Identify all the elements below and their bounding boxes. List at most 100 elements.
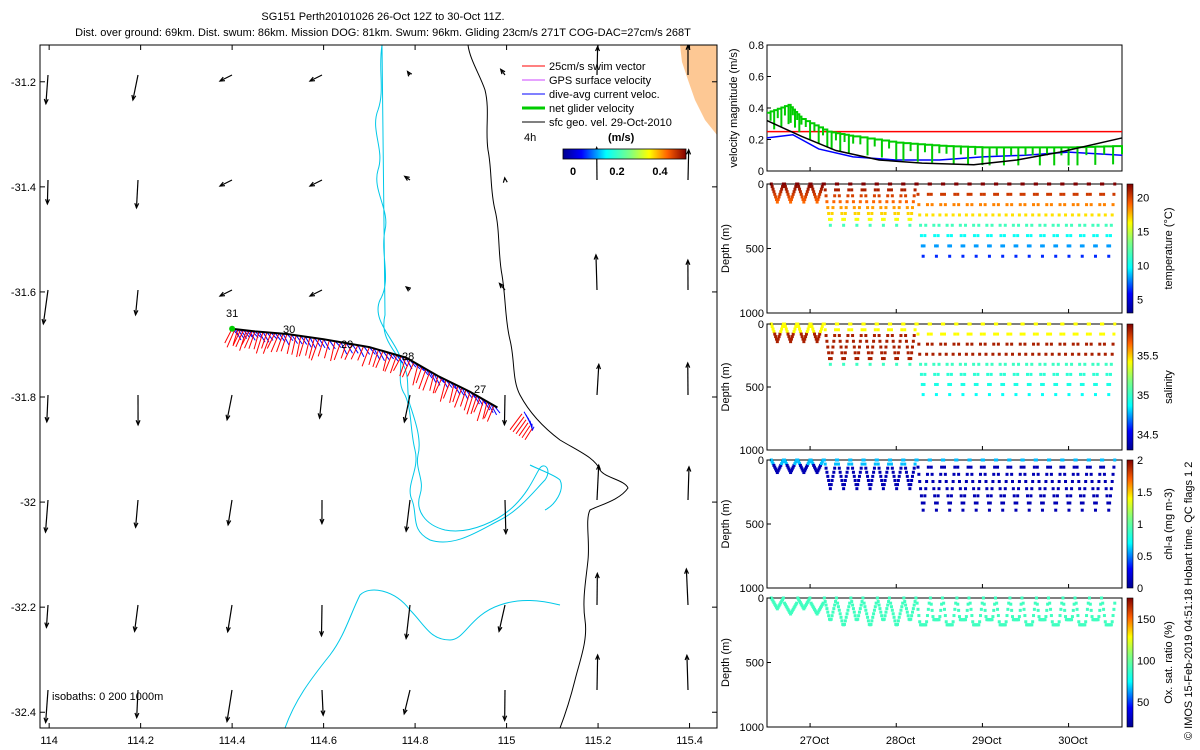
salinity-colorbar (1126, 323, 1134, 451)
chla-sample (1099, 465, 1103, 469)
salinity-sample (870, 351, 874, 355)
temperature-sample (975, 244, 979, 248)
velocity-arrow-head (402, 416, 408, 424)
salinity-sample (904, 339, 908, 343)
dac-vector (490, 403, 498, 416)
temperature-sample (918, 213, 922, 217)
chla-sample (966, 465, 970, 469)
temperature-sample (880, 211, 884, 215)
salinity-sample (805, 330, 809, 334)
oxygen-sample (977, 623, 981, 627)
swim-vector (432, 375, 439, 394)
oxygen-sample (917, 614, 921, 618)
chla-sample (987, 501, 991, 505)
oxygen-sample (939, 608, 943, 612)
temperature-sample (969, 192, 973, 196)
salinity-sample (1034, 322, 1038, 326)
oxygen-sample (866, 615, 870, 619)
chla-sample (955, 458, 959, 462)
oxygen-sample (1073, 596, 1077, 600)
time-xtick-label: 30Oct (1058, 735, 1087, 747)
swim-vector (393, 356, 402, 372)
velocity-arrow-head (43, 717, 49, 725)
velocity-ytick-label: 0.2 (749, 135, 764, 147)
oxygen-sample (896, 622, 900, 626)
oxygen-sample (880, 614, 884, 618)
salinity-sample (966, 332, 970, 336)
temperature-sample (838, 200, 842, 204)
chla-sample (822, 458, 826, 462)
oxygen-sample (1009, 602, 1013, 606)
oxygen-sample (1085, 607, 1089, 611)
oxygen-sample (889, 605, 893, 609)
velocity-arrow-head (404, 285, 412, 292)
oxygen-sample (1063, 608, 1067, 612)
chla-sample (944, 480, 948, 484)
velocity-arrow (309, 179, 323, 187)
temperature-sample (946, 234, 950, 238)
chla-sample (777, 467, 781, 471)
oxygen-sample (853, 614, 857, 618)
temperature-sample (895, 223, 899, 227)
temperature-sample (986, 234, 990, 238)
velocity-arrow (309, 289, 323, 297)
map-ytick-label: -32 (20, 497, 36, 509)
salinity-sample (921, 393, 925, 397)
temperature-sample (774, 195, 778, 199)
chla-ytick-label: 0 (758, 455, 764, 467)
salinity-sample (978, 342, 982, 346)
chla-sample (845, 470, 849, 474)
swim-vector (261, 332, 268, 349)
chla-sample (1038, 487, 1042, 491)
oxygen-sample (787, 609, 791, 613)
map-ytick-label: -31.8 (11, 392, 36, 404)
salinity-sample (918, 352, 922, 356)
swim-vector (483, 403, 492, 419)
oxygen-sample (914, 596, 918, 600)
velocity-arrow-head (131, 94, 137, 102)
salinity-sample (1036, 342, 1040, 346)
salinity-sample (1066, 382, 1070, 386)
oxygen-sample (1086, 601, 1090, 605)
chla-sample (878, 470, 882, 474)
chla-sample (1066, 501, 1070, 505)
salinity-sample (925, 352, 929, 356)
chla-sample (961, 508, 965, 512)
salinity-sample (1051, 362, 1055, 366)
oxygen-sample (788, 610, 792, 614)
swim-vector (368, 348, 375, 365)
dac-vector (363, 345, 371, 355)
oxygen-sample (818, 607, 822, 611)
temperature-sample (1083, 223, 1087, 227)
temperature-sample (1032, 192, 1036, 196)
temperature-sample (846, 194, 850, 198)
temperature-sample (896, 211, 900, 215)
oxygen-sample (1011, 615, 1015, 619)
chla-sample (990, 487, 994, 491)
oxygen-sample (931, 615, 935, 619)
chla-sample (913, 462, 917, 466)
swim-vector (375, 350, 384, 368)
chla-sample (1012, 494, 1016, 498)
velocity-arrow (135, 499, 139, 528)
salinity-sample (1075, 332, 1079, 336)
temperature-sample (847, 188, 851, 192)
oxygen-sample (889, 601, 893, 605)
salinity-sample (1067, 393, 1071, 397)
salinity-sample (842, 357, 846, 361)
velocity-arrow (45, 689, 49, 723)
temperature-sample (804, 192, 808, 196)
dac-vector (382, 350, 390, 360)
chla-cbar-tick: 1 (1137, 519, 1143, 531)
salinity-sample (930, 342, 934, 346)
swim-vector (344, 343, 353, 360)
oxygen-sample (851, 603, 855, 607)
velocity-arrow (595, 254, 598, 291)
chla-sample (996, 472, 1000, 476)
temperature-sample (1085, 203, 1089, 207)
chla-sample (775, 471, 779, 475)
velocity-arrow (135, 179, 139, 208)
chla-sample (889, 462, 893, 466)
